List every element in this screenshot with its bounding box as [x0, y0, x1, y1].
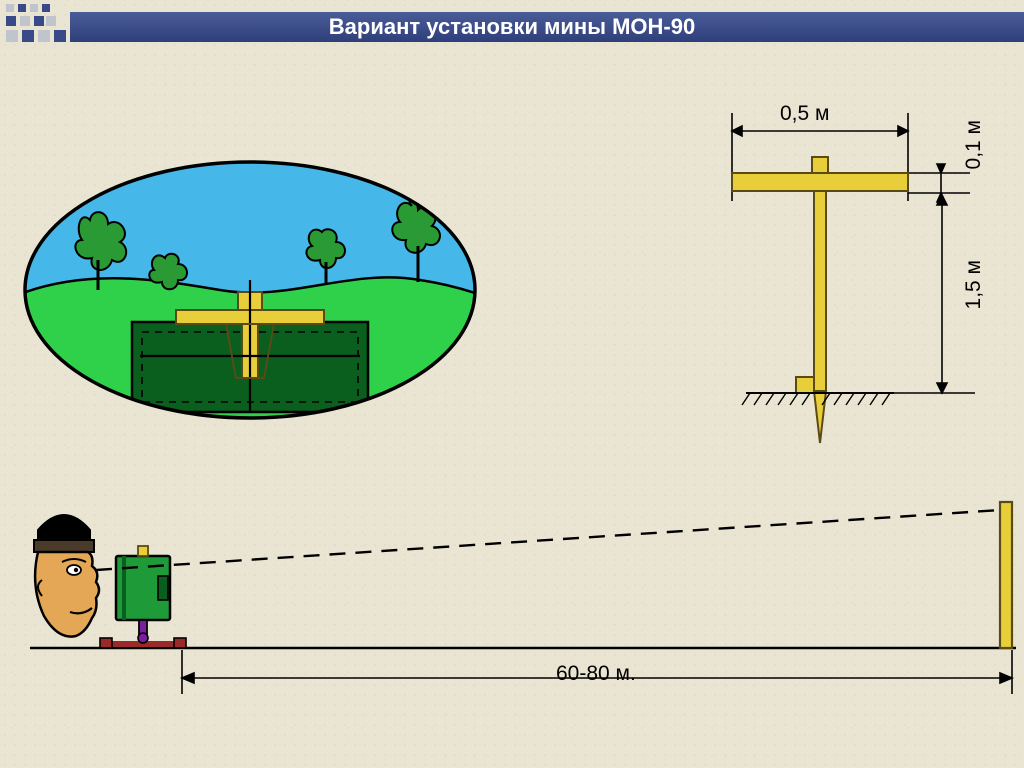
- stake-total-height-label: 1,5 м: [962, 260, 986, 309]
- aiming-scene: [0, 490, 1024, 720]
- stake-width-label: 0,5 м: [780, 102, 829, 126]
- stake-top-height-label: 0,1 м: [962, 120, 986, 169]
- observer-face-icon: [34, 515, 99, 637]
- scene-bubble: [20, 150, 480, 430]
- title-bar: Вариант установки мины МОН-90: [0, 0, 1024, 44]
- far-stake-icon: [1000, 502, 1012, 648]
- mine-icon: [100, 546, 186, 648]
- aiming-stake-diagram: [680, 105, 1010, 465]
- page-title: Вариант установки мины МОН-90: [0, 12, 1024, 42]
- aim-distance-label: 60-80 м.: [556, 662, 636, 686]
